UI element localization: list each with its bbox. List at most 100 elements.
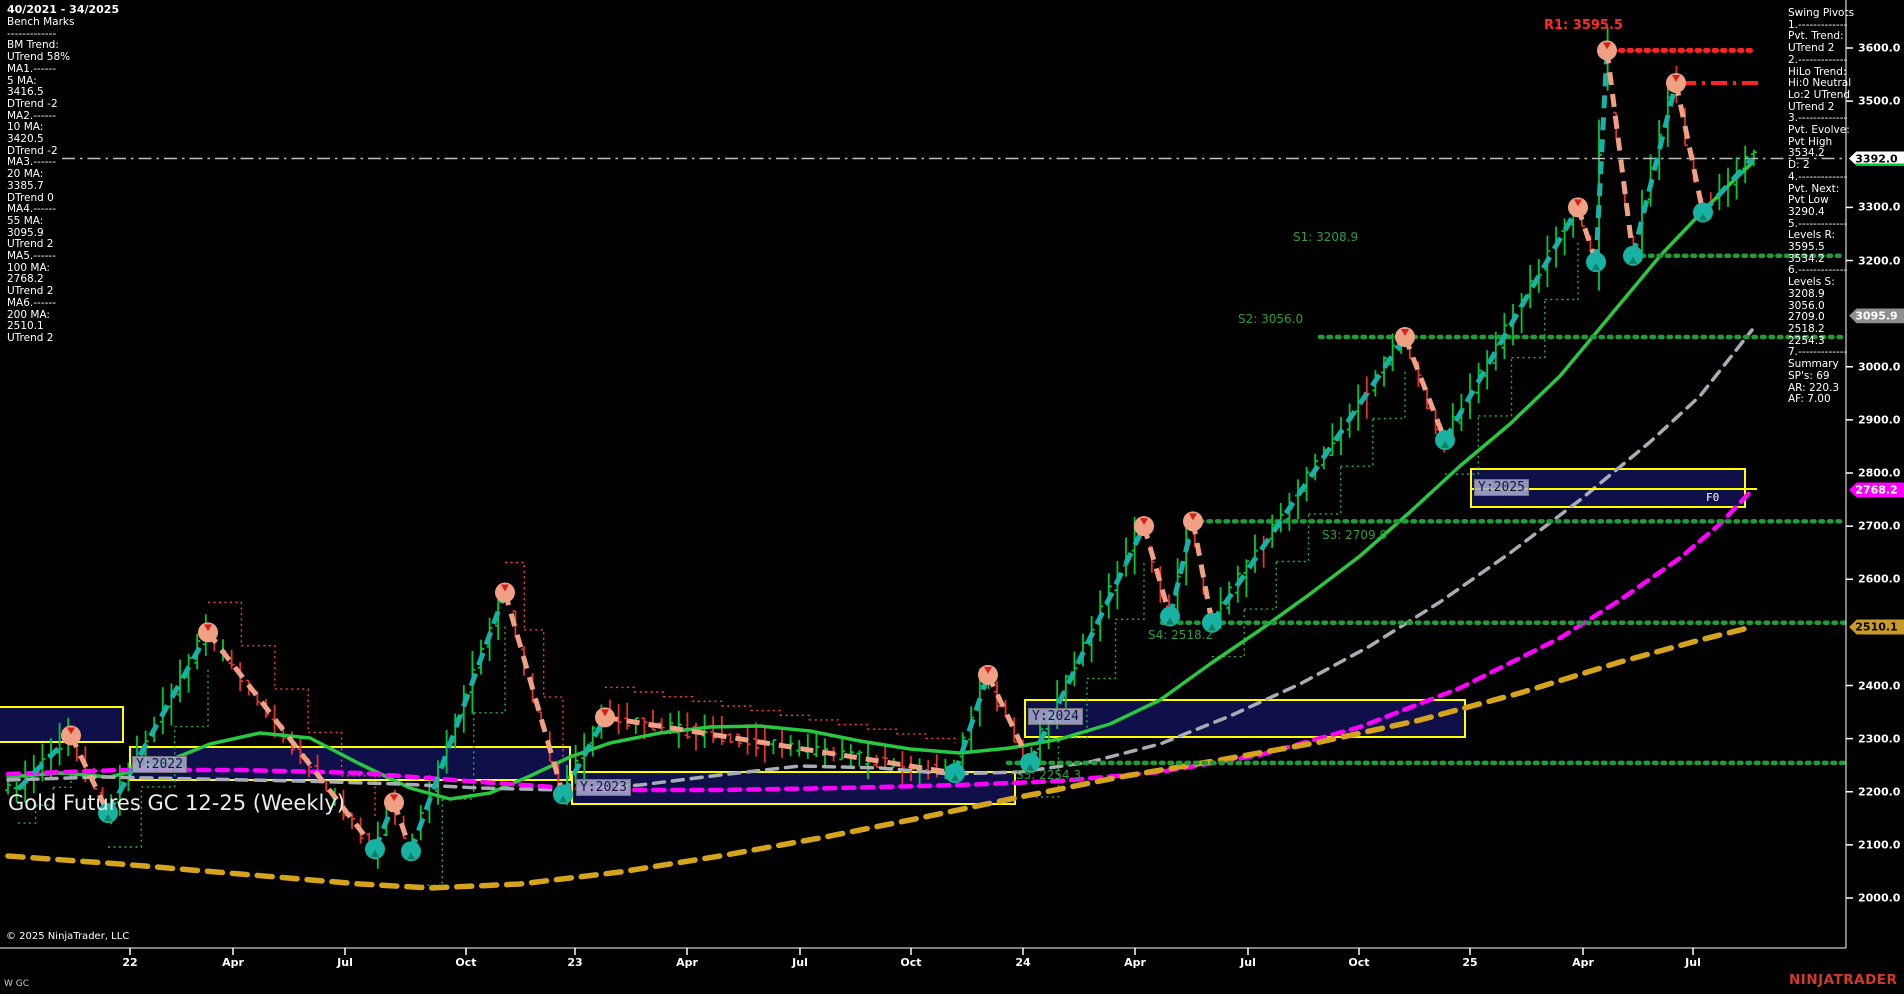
zigzag-segment bbox=[1593, 50, 1610, 263]
pivot-circle-high bbox=[595, 707, 615, 728]
price-axis-label: 2000.0 bbox=[1858, 891, 1901, 905]
price-marker-gold: 2510.1 bbox=[1849, 619, 1904, 635]
trail-step-line bbox=[1030, 560, 1145, 798]
swing-pivots-line: Swing Pivots bbox=[1788, 7, 1855, 19]
pivot-wedge bbox=[1603, 42, 1611, 50]
zigzag-segment bbox=[985, 673, 1033, 764]
copyright-text: © 2025 NinjaTrader, LLC bbox=[6, 931, 130, 942]
pivot-circle-low bbox=[1586, 252, 1606, 273]
trail-step-line bbox=[1212, 371, 1406, 658]
zigzag-segment bbox=[206, 630, 377, 851]
swing-pivots-line: 3.------------- bbox=[1788, 112, 1848, 125]
benchmarks-line: MA4.------ bbox=[7, 203, 56, 216]
pivot-wedge bbox=[951, 774, 959, 782]
pivot-wedge bbox=[407, 852, 415, 860]
zigzag-segment bbox=[105, 631, 211, 815]
benchmarks-line: Bench Marks bbox=[7, 16, 75, 28]
trail-step-line bbox=[1445, 241, 1579, 475]
time-axis-label: Apr bbox=[222, 956, 244, 969]
zigzag-segment bbox=[1167, 520, 1196, 618]
swing-pivots-line: 3595.5 bbox=[1788, 241, 1825, 254]
range-label: 40/2021 - 34/2025 bbox=[7, 3, 120, 16]
benchmarks-line: 3420.5 bbox=[7, 133, 44, 146]
ma-line-200MA bbox=[5, 624, 1755, 891]
zigzag-segment bbox=[68, 734, 111, 815]
zigzag-segment bbox=[408, 591, 508, 853]
time-axis-label: 25 bbox=[1462, 956, 1478, 969]
pivot-wedge bbox=[1672, 74, 1680, 82]
price-marker-gray: 3095.9 bbox=[1849, 308, 1904, 324]
pivot-circle-low bbox=[1435, 430, 1455, 451]
pivot-circle-high bbox=[1666, 72, 1686, 93]
price-axis-label: 2800.0 bbox=[1858, 466, 1901, 480]
swing-pivots-line: 3534.2 bbox=[1788, 252, 1825, 265]
benchmarks-line: 200 MA: bbox=[7, 308, 50, 321]
benchmarks-line: BM Trend: bbox=[7, 39, 59, 52]
level-label-S1: S1: 3208.9 bbox=[1293, 230, 1359, 244]
swing-pivots-line: Lo:2 UTrend bbox=[1788, 88, 1851, 101]
swing-pivots-line: 3208.9 bbox=[1788, 287, 1825, 300]
pivot-wedge bbox=[1166, 617, 1174, 625]
candles-up bbox=[5, 27, 1757, 869]
pivot-circle-high bbox=[61, 725, 81, 746]
pivot-circle-low bbox=[1693, 202, 1713, 223]
zigzag-segment bbox=[1673, 82, 1706, 213]
zigzag-segment bbox=[1442, 206, 1581, 442]
resistance-label-R1: R1: 3595.5 bbox=[1544, 18, 1623, 33]
swing-pivots-line: Levels R: bbox=[1788, 229, 1836, 242]
time-axis-label: Oct bbox=[900, 956, 922, 969]
time-axis-label: Jul bbox=[1240, 956, 1256, 969]
chart-title: Gold Futures GC 12-25 (Weekly) bbox=[8, 791, 345, 815]
price-axis-label: 2700.0 bbox=[1858, 519, 1901, 533]
benchmarks-line: MA6.------ bbox=[7, 296, 56, 309]
swing-pivots-line: 2.------------- bbox=[1788, 53, 1848, 66]
zigzag-segment bbox=[604, 714, 956, 776]
swing-pivots-line: Pvt. Next: bbox=[1788, 182, 1840, 195]
pivot-circle-high bbox=[384, 792, 404, 813]
pivot-circle-high bbox=[1183, 511, 1203, 532]
pivot-wedge bbox=[1140, 518, 1148, 526]
swing-pivots-line: Pvt. Trend: bbox=[1788, 30, 1844, 43]
zigzag-segment bbox=[1604, 50, 1636, 257]
swing-pivots-line: UTrend 2 bbox=[1788, 42, 1835, 55]
swing-pivots-line: AF: 7.00 bbox=[1788, 393, 1831, 406]
swing-pivots-line: 3056.0 bbox=[1788, 299, 1825, 312]
swing-pivots-line: 2254.3 bbox=[1788, 334, 1825, 347]
pivot-circle-low bbox=[1020, 752, 1040, 773]
ninjatrader-logo: NINJATRADER bbox=[1789, 972, 1898, 988]
pivot-circle-low bbox=[945, 763, 965, 784]
price-axis-label: 2300.0 bbox=[1858, 732, 1901, 746]
level-label-S3: S3: 2709.0 bbox=[1322, 528, 1388, 542]
benchmarks-line: DTrend -2 bbox=[7, 97, 58, 110]
year-box-label-2023: Y:2023 bbox=[576, 779, 631, 796]
level-label-S4: S4: 2518.2 bbox=[1148, 628, 1214, 642]
pivot-circle-low bbox=[553, 784, 573, 805]
benchmarks-line: 55 MA: bbox=[7, 214, 44, 227]
swing-pivots-line: 1.------------- bbox=[1788, 18, 1848, 31]
time-axis-label: 24 bbox=[1015, 956, 1031, 969]
year-open-label-F0: F0 bbox=[1706, 491, 1720, 504]
pivot-wedge bbox=[984, 666, 992, 674]
pivot-circle-high bbox=[978, 664, 998, 685]
pivot-wedge bbox=[1441, 441, 1449, 449]
benchmarks-line: 2510.1 bbox=[7, 320, 44, 333]
ma-line-100MA bbox=[5, 487, 1755, 793]
price-marker-magenta: 2768.2 bbox=[1849, 482, 1904, 498]
swing-pivots-line: SP's: 69 bbox=[1788, 369, 1830, 382]
zigzag-segment bbox=[1141, 525, 1173, 618]
price-axis-label: 3500.0 bbox=[1858, 94, 1901, 108]
trail-step-line bbox=[505, 561, 564, 765]
pivot-wedge bbox=[390, 794, 398, 802]
time-axis-label: Apr bbox=[1124, 956, 1146, 969]
benchmarks-line: UTrend 58% bbox=[7, 51, 71, 64]
benchmarks-line: UTrend 2 bbox=[7, 285, 54, 298]
pivot-circle-high bbox=[495, 582, 515, 603]
pivot-circle-high bbox=[198, 622, 218, 643]
benchmarks-line: DTrend 0 bbox=[7, 191, 54, 204]
pivot-circle-high bbox=[1568, 197, 1588, 218]
pivot-wedge bbox=[67, 727, 75, 735]
benchmarks-line: 5 MA: bbox=[7, 74, 37, 87]
benchmarks-line: MA2.------ bbox=[7, 109, 56, 122]
swing-pivots-line: Pvt High bbox=[1788, 135, 1833, 148]
